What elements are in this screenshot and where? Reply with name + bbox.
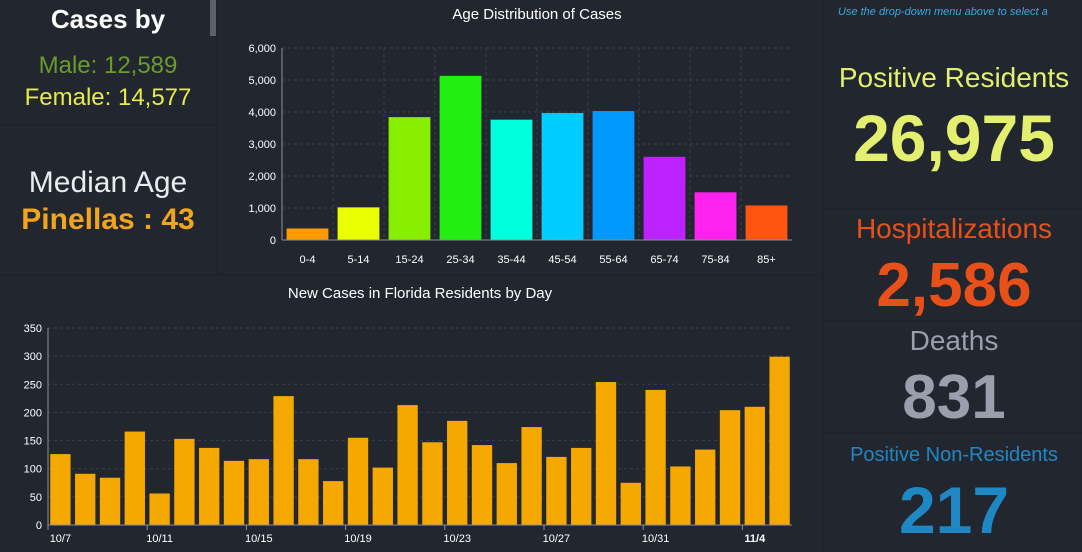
y-tick-label: 0 xyxy=(36,520,42,532)
x-tick-label: 35-44 xyxy=(497,254,525,266)
x-tick-label: 10/7 xyxy=(50,533,71,545)
bar xyxy=(670,466,691,525)
y-tick-label: 2,000 xyxy=(248,171,276,183)
bar xyxy=(323,481,344,525)
x-tick-label: 15-24 xyxy=(395,254,423,266)
bar xyxy=(744,406,765,525)
x-tick-label: 85+ xyxy=(757,254,776,266)
male-count: Male: 12,589 xyxy=(38,52,178,79)
x-tick-label: 10/19 xyxy=(344,533,372,545)
y-tick-label: 4,000 xyxy=(248,107,276,119)
x-tick-label: 10/23 xyxy=(443,533,471,545)
non-residents-value: 217 xyxy=(898,473,1010,547)
x-tick-label: 65-74 xyxy=(650,254,678,266)
y-tick-label: 200 xyxy=(24,407,42,419)
x-tick-label: 5-14 xyxy=(347,254,369,266)
median-age-value: Pinellas : 43 xyxy=(21,203,195,236)
deaths-value: 831 xyxy=(902,363,1006,432)
chart-title: New Cases in Florida Residents by Day xyxy=(288,285,553,302)
bar xyxy=(298,459,319,525)
x-tick-label: 25-34 xyxy=(446,254,474,266)
cases-by-title: Cases by xyxy=(50,4,166,34)
hospitalizations-panel xyxy=(824,210,1082,320)
bar xyxy=(769,356,790,525)
bar xyxy=(273,396,294,525)
non-residents-label: Positive Non-Residents xyxy=(850,444,1058,466)
bar xyxy=(643,156,686,240)
y-tick-label: 250 xyxy=(24,379,42,391)
hospitalizations-label: Hospitalizations xyxy=(855,213,1053,244)
deaths-panel xyxy=(824,322,1082,432)
y-tick-label: 150 xyxy=(24,436,42,448)
bar xyxy=(286,228,329,240)
x-tick-label: 10/11 xyxy=(146,533,173,545)
x-tick-label: 75-84 xyxy=(701,254,729,266)
sex-breakdown-panel xyxy=(0,0,216,124)
y-tick-label: 50 xyxy=(30,492,42,504)
non-residents-panel xyxy=(824,434,1082,552)
daily-cases-chart: New Cases in Florida Residents by Day 0 50… xyxy=(24,285,792,545)
x-tick-label: 55-64 xyxy=(599,254,627,266)
bar xyxy=(595,382,617,525)
age-distribution-chart: Age Distribution of Cases 0 1,000 2,000 3,00… xyxy=(248,6,792,266)
bar xyxy=(337,207,380,240)
bar xyxy=(149,493,170,525)
bar xyxy=(174,438,195,525)
positive-residents-panel xyxy=(824,0,1082,208)
x-tick-label: 45-54 xyxy=(548,254,576,266)
bar xyxy=(694,192,737,240)
x-tick-label: 10/15 xyxy=(245,533,273,545)
bar xyxy=(571,447,592,525)
y-tick-label: 300 xyxy=(24,351,42,363)
y-tick-label: 6,000 xyxy=(248,43,276,55)
bar xyxy=(719,410,741,525)
bar xyxy=(199,447,220,525)
y-tick-label: 1,000 xyxy=(248,203,276,215)
bar xyxy=(347,437,369,525)
bar xyxy=(223,460,245,525)
x-tick-label: 10/31 xyxy=(642,533,670,545)
bar xyxy=(521,427,542,525)
positive-residents-label: Positive Residents xyxy=(838,62,1070,93)
bar xyxy=(620,482,641,525)
y-tick-label: 3,000 xyxy=(248,139,276,151)
median-age-label: Median Age xyxy=(28,166,188,199)
deaths-label: Deaths xyxy=(909,325,999,356)
bar xyxy=(439,75,482,240)
bar xyxy=(99,477,121,525)
bar xyxy=(490,119,533,240)
bar xyxy=(124,431,145,525)
bar xyxy=(496,463,517,525)
bar xyxy=(645,389,666,525)
bar xyxy=(388,117,431,240)
x-tick-label: 0-4 xyxy=(300,254,316,266)
bar xyxy=(592,111,635,240)
panel-scrollbar[interactable] xyxy=(210,0,216,36)
x-tick-label: 11/4 xyxy=(744,533,766,545)
bar xyxy=(695,449,716,525)
y-tick-label: 100 xyxy=(24,464,42,476)
bar xyxy=(75,473,96,525)
y-tick-label: 5,000 xyxy=(248,75,276,87)
bar xyxy=(447,420,468,525)
bar xyxy=(745,205,788,240)
bar xyxy=(541,112,584,240)
female-count: Female: 14,577 xyxy=(24,84,192,111)
chart-title: Age Distribution of Cases xyxy=(452,6,621,23)
y-tick-label: 350 xyxy=(24,323,42,335)
bar xyxy=(50,454,71,525)
bar xyxy=(372,467,393,525)
median-age-panel xyxy=(0,126,216,274)
bar xyxy=(248,459,269,525)
bar xyxy=(546,456,567,525)
hospitalizations-value: 2,586 xyxy=(876,251,1032,320)
bar xyxy=(397,405,418,525)
x-tick-label: 10/27 xyxy=(543,533,571,545)
y-tick-label: 0 xyxy=(270,235,276,247)
dropdown-hint: Use the drop-down menu above to select a xyxy=(838,6,1048,18)
positive-residents-value: 26,975 xyxy=(853,101,1055,175)
bar xyxy=(471,445,493,525)
bar xyxy=(422,442,443,525)
